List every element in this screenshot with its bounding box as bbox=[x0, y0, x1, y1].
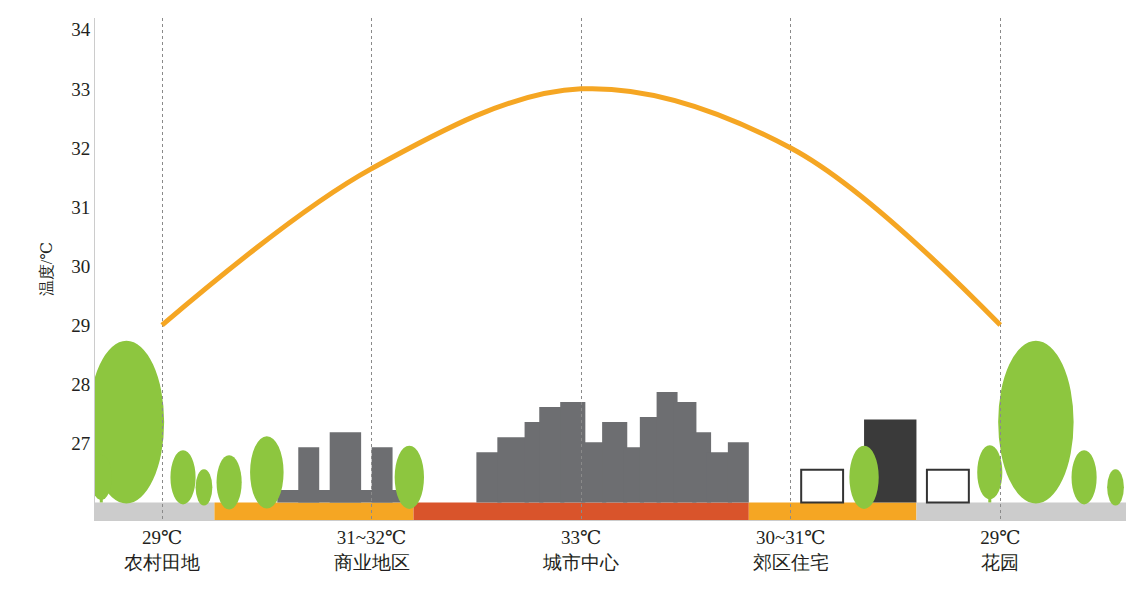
svg-text:33℃城市中心: 33℃城市中心 bbox=[542, 527, 619, 573]
svg-text:31~32℃商业地区: 31~32℃商业地区 bbox=[334, 527, 410, 573]
svg-text:32: 32 bbox=[71, 138, 90, 159]
svg-text:30~31℃郊区住宅: 30~31℃郊区住宅 bbox=[753, 527, 829, 573]
svg-text:31: 31 bbox=[71, 197, 90, 218]
svg-text:29℃花园: 29℃花园 bbox=[980, 527, 1020, 573]
svg-text:温度/℃: 温度/℃ bbox=[38, 242, 55, 296]
svg-text:33: 33 bbox=[71, 79, 90, 100]
svg-text:29℃农村田地: 29℃农村田地 bbox=[124, 527, 200, 573]
svg-text:27: 27 bbox=[71, 433, 90, 454]
svg-text:34: 34 bbox=[71, 19, 91, 40]
svg-text:28: 28 bbox=[71, 374, 90, 395]
svg-text:29: 29 bbox=[71, 315, 90, 336]
svg-text:30: 30 bbox=[71, 256, 90, 277]
